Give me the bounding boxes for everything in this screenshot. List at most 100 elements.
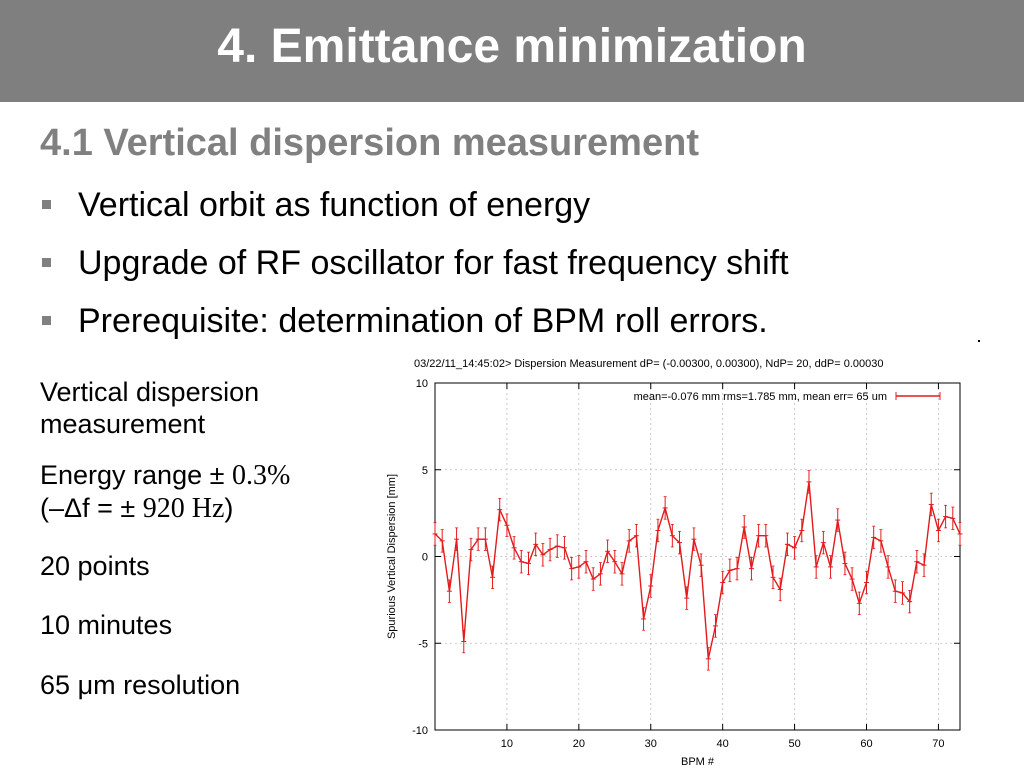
data-point xyxy=(583,550,589,574)
data-point xyxy=(741,515,747,539)
data-point xyxy=(554,534,560,558)
resolution-label: m resolution xyxy=(93,669,241,700)
frequency-label: f xyxy=(82,493,90,524)
bullet-square-icon xyxy=(42,200,51,209)
data-point xyxy=(490,565,496,589)
data-point xyxy=(878,529,884,553)
section-heading: 4.1 Vertical dispersion measurement xyxy=(40,122,699,164)
data-point xyxy=(446,579,452,603)
data-point xyxy=(547,537,553,562)
data-point xyxy=(533,532,539,557)
data-point xyxy=(950,506,956,531)
resolution-text: 65 μm resolution xyxy=(40,669,360,701)
data-point xyxy=(641,607,647,631)
minus-delta-symbol: –Δ xyxy=(49,493,83,524)
bullet-list: Vertical orbit as function of energy Upg… xyxy=(40,180,789,354)
data-layer xyxy=(432,392,963,671)
close-paren: ) xyxy=(224,493,234,524)
data-point xyxy=(605,539,611,563)
data-point xyxy=(856,591,862,616)
x-tick-label: 50 xyxy=(788,738,800,750)
bullet-text: Prerequisite: determination of BPM roll … xyxy=(78,302,768,340)
data-point xyxy=(468,537,474,562)
x-tick-label: 10 xyxy=(501,738,513,750)
data-point xyxy=(626,529,632,553)
data-point xyxy=(943,504,949,529)
x-tick-label: 60 xyxy=(860,738,872,750)
data-point xyxy=(792,536,798,560)
data-point xyxy=(569,556,575,581)
x-tick-label: 30 xyxy=(645,738,657,750)
equals-symbol: = xyxy=(97,493,113,524)
data-point xyxy=(561,536,567,560)
slide-title: 4. Emittance minimization xyxy=(217,20,807,73)
data-point xyxy=(511,536,517,560)
data-point xyxy=(813,555,819,579)
info-line2: measurement xyxy=(40,409,206,440)
data-point xyxy=(597,562,603,586)
data-point xyxy=(691,527,697,551)
bullet-square-icon xyxy=(42,316,51,325)
bullet-item: Prerequisite: determination of BPM roll … xyxy=(40,296,789,354)
data-point xyxy=(799,518,805,543)
x-tick-label: 70 xyxy=(932,738,944,750)
data-point xyxy=(748,556,754,581)
data-point xyxy=(921,553,927,577)
tick-layer: 10 20 30 40 50 60 70 -10 -5 0 5 10 xyxy=(412,378,960,750)
open-paren: ( xyxy=(40,493,49,524)
dispersion-series-line xyxy=(434,481,961,660)
data-point xyxy=(655,518,661,543)
info-heading: Vertical dispersion measurement xyxy=(40,376,360,441)
data-point xyxy=(957,522,963,546)
data-point xyxy=(648,574,654,598)
data-point xyxy=(540,543,546,567)
data-point xyxy=(907,589,913,614)
energy-value: 0.3% xyxy=(231,459,291,491)
data-point xyxy=(482,527,488,551)
data-point xyxy=(454,527,460,551)
data-point xyxy=(475,527,481,551)
y-tick-label: -5 xyxy=(418,638,428,650)
data-point xyxy=(820,530,826,555)
data-point xyxy=(669,524,675,548)
data-point xyxy=(633,524,639,548)
data-point xyxy=(727,558,733,583)
energy-label: Energy range xyxy=(40,459,203,490)
mu-symbol: μ xyxy=(77,669,94,700)
data-point xyxy=(871,525,877,550)
x-tick-label: 40 xyxy=(717,738,729,750)
bullet-item: Upgrade of RF oscillator for fast freque… xyxy=(40,238,789,296)
corner-mark xyxy=(978,340,980,342)
data-point xyxy=(518,550,524,574)
data-point xyxy=(914,550,920,574)
duration-text: 10 minutes xyxy=(40,610,173,641)
resolution-number: 65 xyxy=(40,669,71,700)
y-axis-label: Spurious Vertical Dispersion [mm] xyxy=(386,474,398,639)
y-tick-label: 10 xyxy=(416,378,428,390)
data-point xyxy=(784,532,790,557)
data-point xyxy=(439,529,445,553)
data-point xyxy=(835,508,841,532)
measurement-info: Vertical dispersion measurement Energy r… xyxy=(40,376,360,701)
data-point xyxy=(899,581,905,605)
dispersion-chart-svg: 03/22/11_14:45:02> Dispersion Measuremen… xyxy=(386,358,963,768)
data-point xyxy=(756,524,762,548)
title-bar: 4. Emittance minimization xyxy=(0,0,1024,102)
data-point xyxy=(864,570,870,595)
data-point xyxy=(461,629,467,654)
energy-range: Energy range ± 0.3% (–Δf = ± 920 Hz) xyxy=(40,459,360,526)
y-tick-label: 5 xyxy=(422,465,428,477)
data-point xyxy=(928,492,934,517)
data-point xyxy=(698,553,704,577)
data-point xyxy=(828,555,834,579)
y-tick-label: 0 xyxy=(422,552,428,564)
data-point xyxy=(590,567,596,591)
data-point xyxy=(842,551,848,576)
data-point xyxy=(849,567,855,591)
data-point xyxy=(705,647,711,671)
bullet-item: Vertical orbit as function of energy xyxy=(40,180,789,238)
bullet-text: Vertical orbit as function of energy xyxy=(78,186,591,224)
x-tick-label: 20 xyxy=(573,738,585,750)
data-point xyxy=(432,522,438,546)
data-point xyxy=(525,551,531,576)
